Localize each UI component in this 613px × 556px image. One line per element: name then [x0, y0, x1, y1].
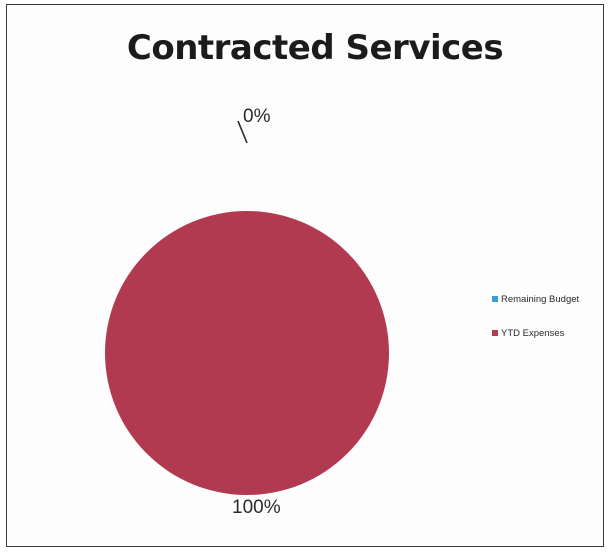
data-label-remaining-budget: 0% [243, 106, 271, 127]
legend-label-remaining-budget: Remaining Budget [501, 294, 580, 305]
legend-swatch-ytd-expenses [492, 330, 498, 336]
leader-line-remaining-budget [237, 120, 248, 144]
pie-slices [105, 211, 389, 495]
chart-title: Contracted Services [126, 28, 504, 68]
legend: Remaining Budget YTD Expenses [492, 294, 580, 339]
data-label-ytd-expenses: 100% [232, 497, 281, 518]
legend-label-ytd-expenses: YTD Expenses [501, 328, 565, 339]
legend-swatch-remaining-budget [492, 296, 498, 302]
pie-slice-ytd-expenses [105, 211, 389, 495]
